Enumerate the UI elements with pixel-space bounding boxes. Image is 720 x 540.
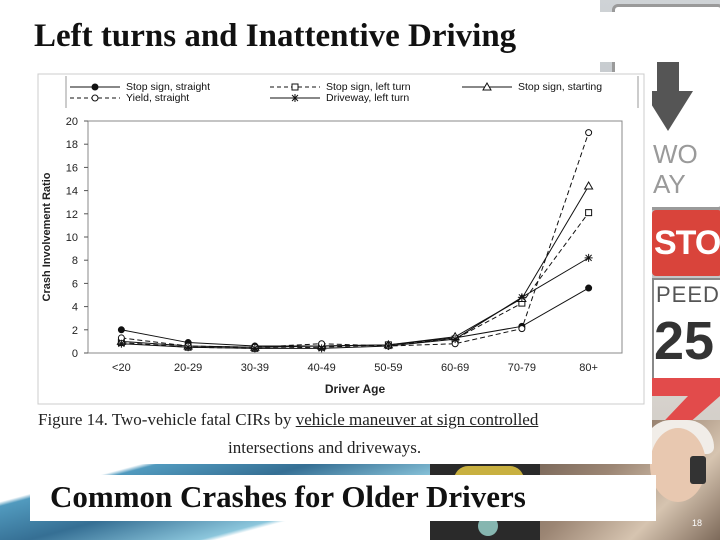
plot-border	[87, 120, 623, 354]
y-tick-label: 16	[66, 162, 78, 174]
y-tick-label: 14	[66, 186, 78, 198]
series-line	[121, 185, 590, 348]
phone-icon	[690, 456, 706, 484]
legend-marker	[291, 83, 299, 91]
data-point	[451, 335, 460, 344]
speed-sign-number: 25	[654, 311, 715, 371]
subtitle-box	[30, 475, 656, 521]
slide-subtitle: Common Crashes for Older Drivers	[50, 479, 526, 514]
slide-number: 18	[692, 518, 703, 528]
series-line	[121, 132, 590, 348]
figure-panel: Stop sign, straight Stop sign, left turn S…	[30, 72, 652, 464]
legend-label: Driveway, left turn	[326, 92, 409, 104]
figure-caption: Figure 14. Two-vehicle fatal CIRs by veh…	[38, 410, 538, 430]
title-box	[10, 12, 690, 62]
data-point	[583, 180, 594, 190]
x-tick-label: 20-29	[174, 362, 202, 374]
legend-label: Stop sign, straight	[126, 81, 210, 93]
y-tick-label: 12	[66, 209, 78, 221]
y-tick-label: 4	[72, 302, 78, 314]
y-tick-label: 2	[72, 325, 78, 337]
x-tick-label: 40-49	[308, 362, 336, 374]
legend-label: Yield, straight	[126, 92, 189, 104]
y-tick-label: 6	[72, 278, 78, 290]
speed-limit-sign: PEED 25	[652, 278, 720, 382]
data-point	[117, 339, 126, 348]
data-point	[585, 129, 593, 137]
chart-legend: Stop sign, straight Stop sign, left turn S…	[65, 76, 639, 108]
legend-marker	[91, 83, 99, 91]
legend-item: Driveway, left turn	[270, 92, 409, 104]
legend-marker	[291, 94, 299, 102]
slide-title: Left turns and Inattentive Driving	[34, 18, 517, 54]
series-line	[121, 287, 589, 347]
x-tick-label: 30-39	[241, 362, 269, 374]
crash-ratio-chart: Stop sign, straight Stop sign, left turn S…	[37, 73, 645, 405]
caption-prefix: Figure 14. Two-vehicle fatal CIRs by	[38, 410, 296, 429]
y-tick-label: 10	[66, 232, 78, 244]
data-point	[184, 343, 193, 352]
chart-axes: 0 2 4 6 8 10 12 14 16 18 20 <20 20-29 30-39 40-49 50-59…	[37, 73, 645, 405]
y-tick-label: 8	[72, 255, 78, 267]
speed-sign-text: PEED	[656, 282, 720, 307]
data-point	[117, 326, 125, 334]
chart-series	[116, 129, 594, 353]
green-light-icon	[478, 516, 498, 536]
legend-marker	[482, 81, 492, 91]
figure-caption-line2: intersections and driveways.	[228, 438, 422, 457]
legend-item: Stop sign, left turn	[270, 81, 411, 93]
legend-item: Stop sign, starting	[462, 81, 602, 93]
series-0	[117, 284, 593, 350]
series-4	[117, 253, 593, 353]
data-point	[250, 344, 259, 353]
y-tick-label: 0	[72, 348, 78, 360]
data-point	[584, 253, 593, 262]
one-way-text: WO AY	[653, 139, 698, 199]
legend-item: Stop sign, straight	[70, 81, 210, 93]
data-point	[585, 284, 593, 292]
legend-label: Stop sign, starting	[518, 81, 602, 93]
data-point	[317, 344, 326, 353]
x-tick-label: 50-59	[374, 362, 402, 374]
figure-frame	[37, 73, 645, 405]
data-point	[585, 209, 593, 217]
data-point	[518, 325, 526, 333]
x-axis-label: Driver Age	[325, 382, 386, 396]
legend-item: Yield, straight	[70, 92, 189, 104]
x-tick-label: <20	[112, 362, 131, 374]
series-3	[117, 129, 593, 351]
y-tick-label: 18	[66, 139, 78, 151]
legend-label: Stop sign, left turn	[326, 81, 411, 93]
legend-marker	[91, 94, 99, 102]
series-line	[121, 257, 589, 349]
series-line	[121, 212, 590, 349]
caption-underlined: vehicle maneuver at sign controlled	[295, 410, 539, 429]
data-point	[384, 342, 393, 351]
y-axis-label: Crash Involvement Ratio	[41, 172, 53, 301]
x-tick-label: 70-79	[508, 362, 536, 374]
x-tick-label: 60-69	[441, 362, 469, 374]
y-tick-label: 20	[66, 116, 78, 128]
x-tick-label: 80+	[579, 362, 598, 374]
data-point	[517, 293, 526, 302]
